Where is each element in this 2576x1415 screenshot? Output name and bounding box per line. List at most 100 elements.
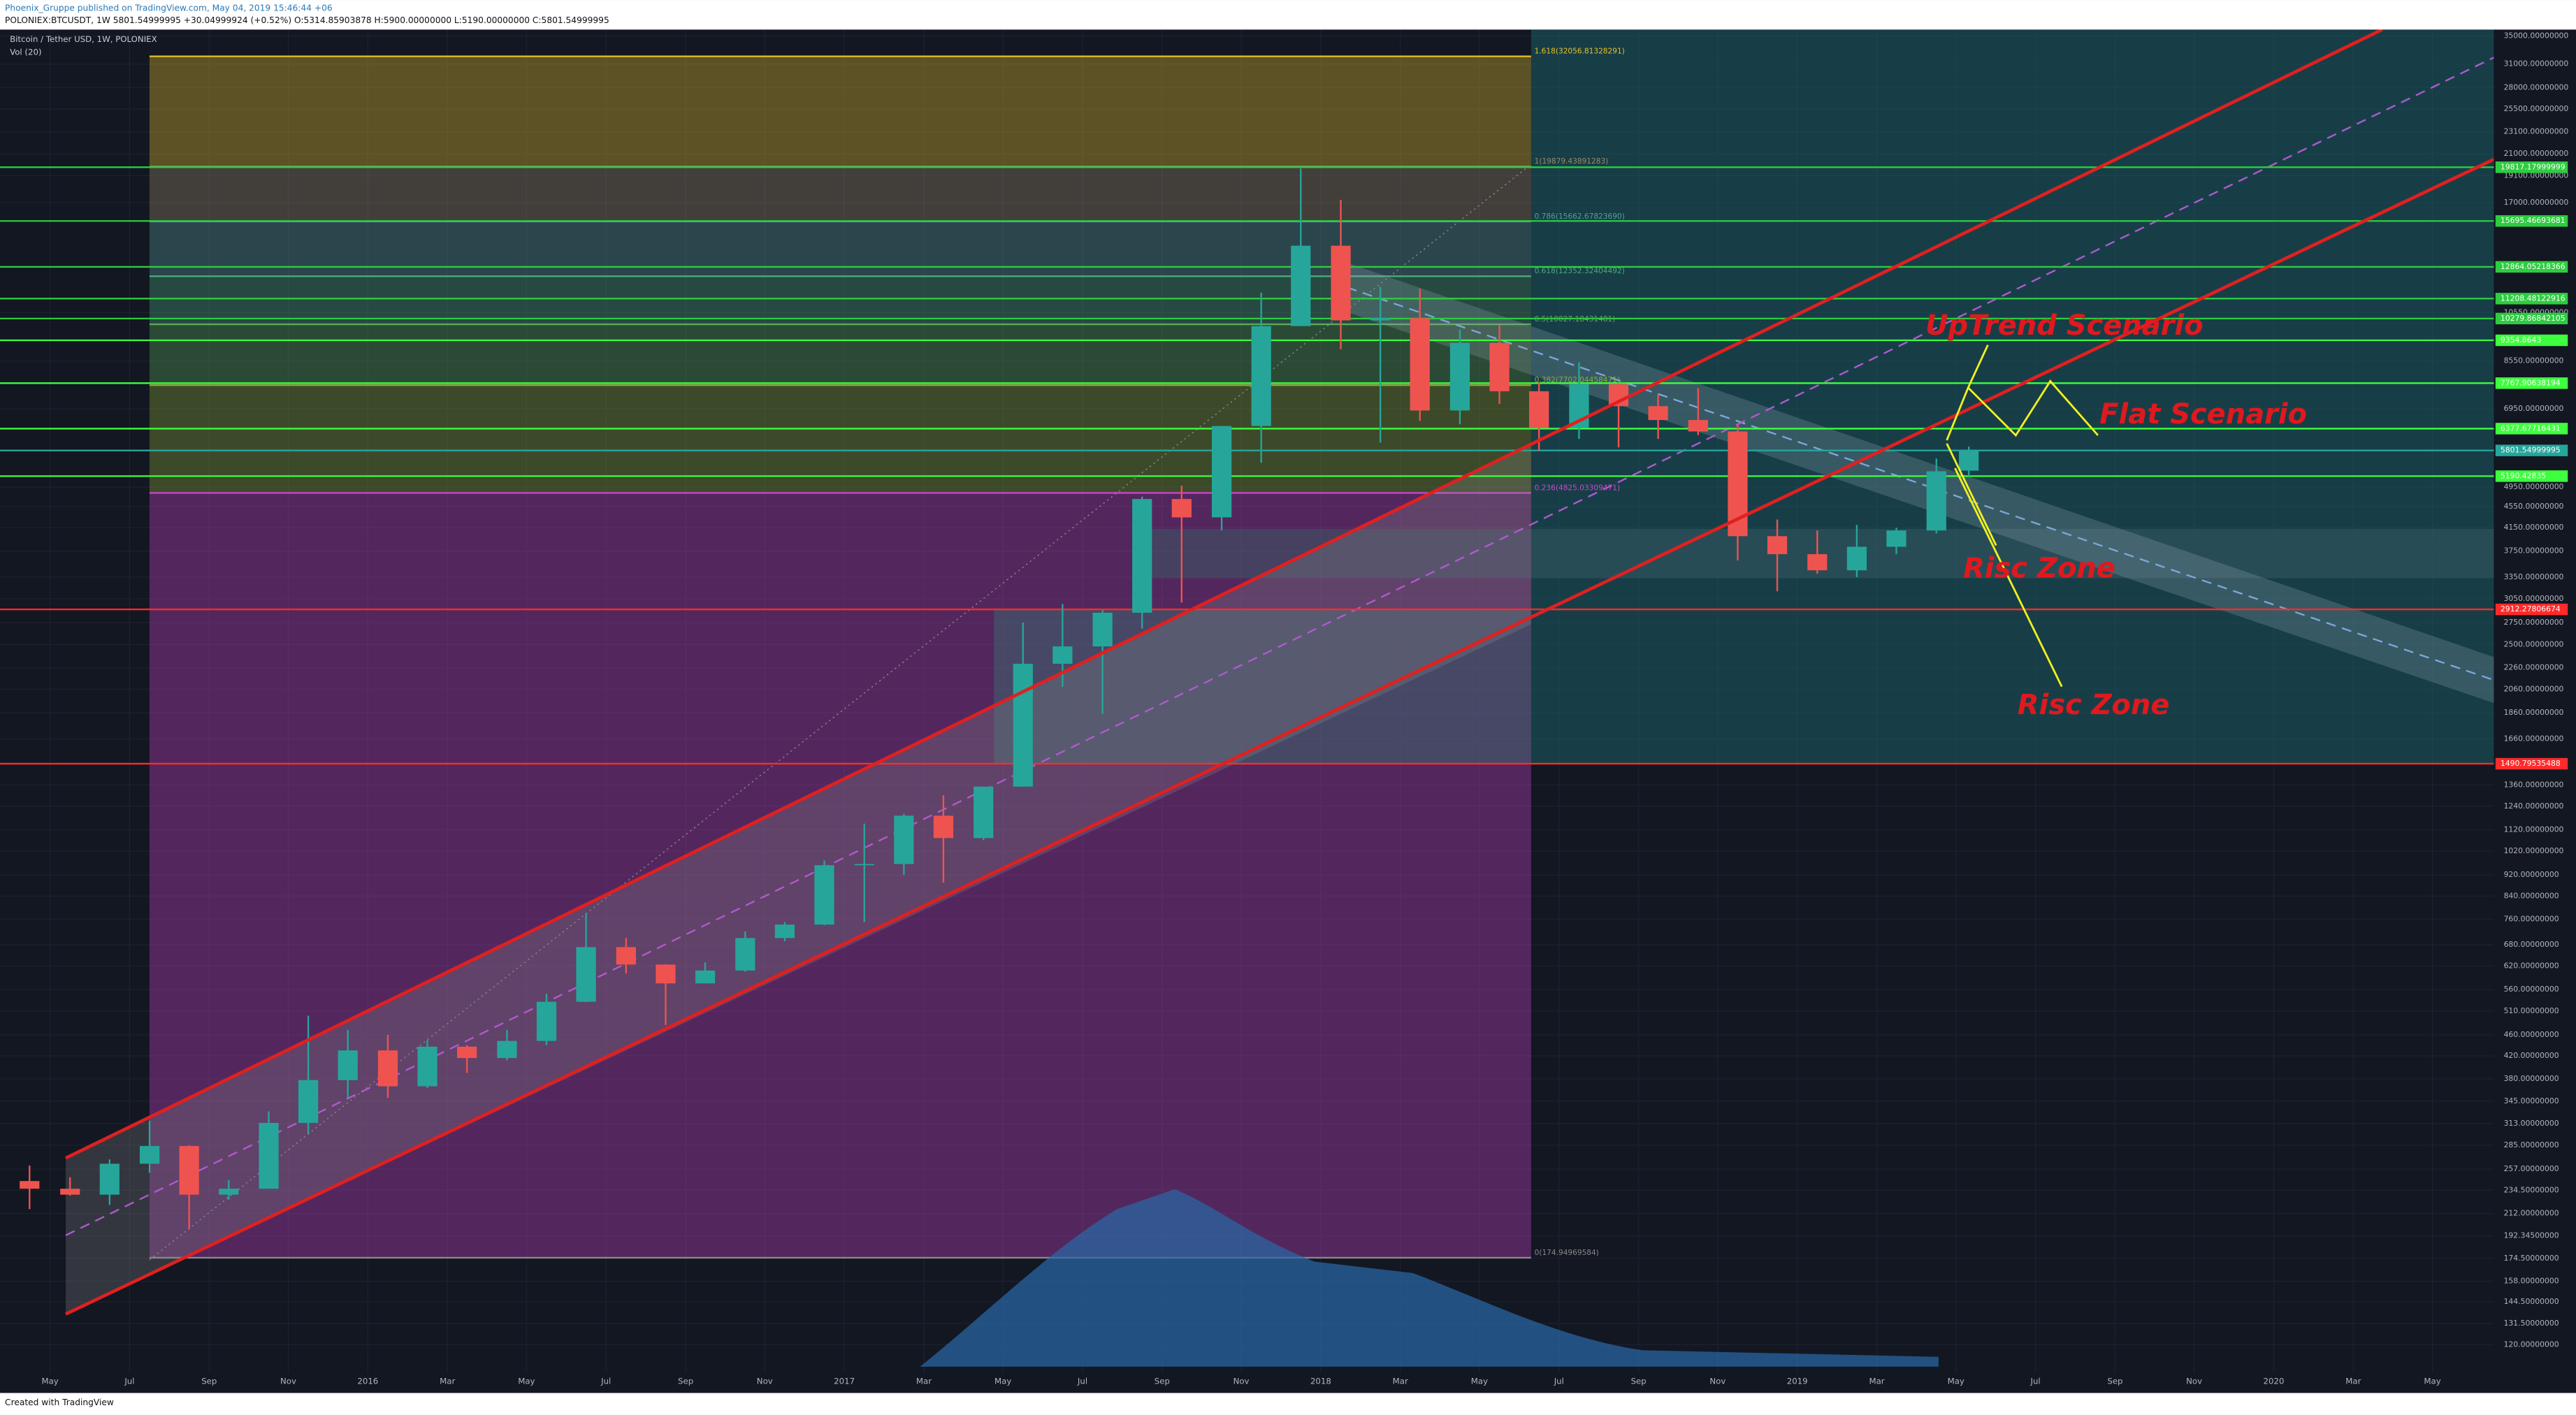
candle-body — [1331, 245, 1351, 321]
candle-body — [219, 1189, 239, 1195]
fib-label: 0.236(4825.03309471) — [1535, 484, 1620, 492]
fib-label: 0.5(10027.18431481) — [1535, 315, 1616, 324]
y-tick-label: 4550.00000000 — [2504, 502, 2564, 511]
x-tick-label: Mar — [916, 1377, 932, 1386]
y-tick-label: 174.50000000 — [2504, 1254, 2559, 1263]
y-tick-label: 2750.00000000 — [2504, 618, 2564, 627]
x-tick-label: 2017 — [834, 1377, 855, 1386]
candle-body — [1291, 245, 1311, 326]
level-label: 2912.27806674 — [2501, 604, 2561, 614]
candle-body — [1013, 663, 1033, 787]
x-tick-label: Jul — [600, 1377, 611, 1386]
candle-body — [1767, 536, 1788, 555]
y-tick-label: 25500.00000000 — [2504, 104, 2569, 113]
level-label: 19817.17999999 — [2501, 162, 2566, 171]
y-tick-label: 120.00000000 — [2504, 1340, 2559, 1349]
chart-subtitle: Vol (20) — [10, 48, 41, 57]
fib-label: 0.382(7702.04458471) — [1535, 376, 1620, 384]
level-tag — [2495, 470, 2568, 482]
candle-body — [1410, 318, 1430, 411]
y-tick-label: 2500.00000000 — [2504, 639, 2564, 648]
candle-body — [377, 1050, 398, 1087]
level-label: 9354.8643 — [2501, 335, 2541, 344]
annotation: Risc Zone — [1963, 553, 2115, 585]
candle-body — [1648, 406, 1668, 421]
y-tick-label: 6950.00000000 — [2504, 404, 2564, 413]
y-tick-label: 4150.00000000 — [2504, 523, 2564, 532]
y-tick-label: 680.00000000 — [2504, 940, 2559, 949]
x-tick-label: May — [2424, 1377, 2440, 1386]
x-tick-label: 2019 — [1787, 1377, 1808, 1386]
chart-title: Bitcoin / Tether USD, 1W, POLONIEX — [10, 34, 157, 44]
level-label: 15695.46693681 — [2501, 216, 2566, 225]
x-tick-label: Jul — [124, 1377, 134, 1386]
y-tick-label: 1360.00000000 — [2504, 780, 2564, 789]
channel-mid — [1347, 286, 2494, 681]
x-tick-label: Nov — [1709, 1377, 1725, 1386]
candle-body — [1529, 391, 1549, 428]
y-tick-label: 920.00000000 — [2504, 870, 2559, 879]
candle-body — [854, 864, 874, 866]
fib-band — [149, 221, 1531, 277]
fib-label: 0.786(15662.67823690) — [1535, 212, 1625, 221]
candle-body — [1370, 318, 1391, 321]
x-tick-label: Mar — [2345, 1377, 2361, 1386]
candle-body — [497, 1040, 517, 1059]
y-tick-label: 1120.00000000 — [2504, 825, 2564, 834]
candle-body — [1886, 530, 1906, 547]
zone — [994, 609, 1531, 764]
arrow — [1946, 443, 1997, 546]
y-tick-label: 1660.00000000 — [2504, 734, 2564, 743]
header-bar — [0, 0, 2576, 30]
y-tick-label: 420.00000000 — [2504, 1051, 2559, 1060]
x-tick-label: Jul — [1554, 1377, 1564, 1386]
fib-label: 0(174.94969584) — [1535, 1249, 1599, 1257]
candle-body — [20, 1181, 40, 1189]
candle-body — [1092, 612, 1113, 647]
y-tick-label: 144.50000000 — [2504, 1297, 2559, 1306]
x-tick-label: Sep — [2107, 1377, 2122, 1386]
candle-body — [616, 947, 636, 965]
x-tick-label: Mar — [440, 1377, 455, 1386]
arrow — [1967, 379, 2099, 437]
candle-body — [536, 1001, 557, 1041]
y-tick-label: 257.00000000 — [2504, 1164, 2559, 1173]
x-tick-label: Nov — [280, 1377, 296, 1386]
candle-body — [1132, 499, 1152, 613]
level-tag — [2495, 377, 2568, 389]
fib-label: 1(19879.43891283) — [1535, 157, 1609, 166]
candle-body — [259, 1122, 279, 1189]
x-tick-label: Sep — [201, 1377, 217, 1386]
level-label: 10279.86842105 — [2501, 314, 2566, 323]
channel-mid — [65, 57, 2494, 1236]
candle-body — [735, 938, 755, 971]
candle-body — [576, 947, 596, 1002]
y-tick-label: 620.00000000 — [2504, 961, 2559, 970]
y-tick-label: 131.50000000 — [2504, 1319, 2559, 1328]
level-tag — [2495, 312, 2568, 325]
footer: Created with TradingView — [5, 1398, 114, 1407]
level-tag — [2495, 293, 2568, 305]
y-tick-label: 313.00000000 — [2504, 1119, 2559, 1128]
x-tick-label: May — [518, 1377, 535, 1386]
level-tag — [2495, 423, 2568, 435]
candle-body — [139, 1146, 160, 1164]
level-label: 5190.42835 — [2501, 471, 2546, 480]
candle-body — [933, 815, 954, 839]
y-tick-label: 192.34500000 — [2504, 1231, 2559, 1240]
annotation: Flat Scenario — [2099, 398, 2307, 430]
y-tick-label: 2060.00000000 — [2504, 684, 2564, 693]
y-tick-label: 380.00000000 — [2504, 1074, 2559, 1083]
level-label: 12864.05218366 — [2501, 262, 2566, 271]
candle-body — [1171, 499, 1192, 518]
x-tick-label: 2020 — [2264, 1377, 2285, 1386]
fib-band — [149, 276, 1531, 325]
symbol-line: POLONIEX:BTCUSDT, 1W 5801.54999995 +30.0… — [5, 15, 609, 25]
trend-line — [65, 157, 2495, 1316]
candle-body — [774, 924, 795, 938]
zone — [1531, 29, 2494, 764]
candle-body — [656, 964, 676, 984]
level-tag — [2495, 161, 2568, 173]
y-tick-label: 17000.00000000 — [2504, 198, 2569, 207]
